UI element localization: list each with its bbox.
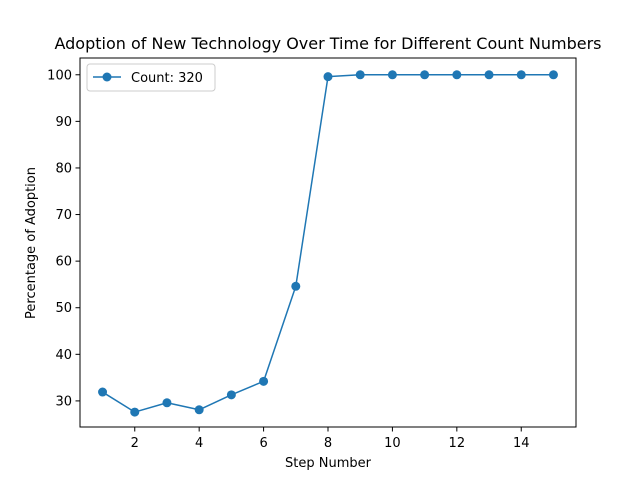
data-point: [484, 70, 494, 80]
x-axis-title: Step Number: [285, 456, 372, 471]
y-tick-label: 50: [55, 301, 72, 316]
x-tick-label: 2: [131, 436, 139, 451]
data-point: [420, 70, 430, 80]
data-point: [323, 72, 333, 82]
chart-title: Adoption of New Technology Over Time for…: [54, 34, 601, 53]
legend: Count: 320: [86, 63, 216, 92]
legend-label: Count: 320: [131, 71, 203, 86]
data-point: [387, 70, 397, 80]
y-tick-label: 40: [55, 348, 72, 363]
data-point: [291, 281, 301, 291]
x-tick-label: 12: [449, 436, 466, 451]
y-tick-label: 90: [55, 115, 72, 130]
data-point: [98, 387, 108, 397]
y-axis: 30 40 50 60 70 80 90 100: [47, 68, 80, 409]
data-point: [194, 405, 204, 415]
x-tick-label: 10: [384, 436, 401, 451]
x-tick-label: 4: [195, 436, 203, 451]
data-point: [355, 70, 365, 80]
x-tick-label: 6: [259, 436, 267, 451]
data-point: [516, 70, 526, 80]
y-tick-label: 30: [55, 394, 72, 409]
x-axis: 2 4 6 8 10 12 14: [131, 427, 530, 451]
data-point: [226, 390, 236, 400]
legend-marker-swatch: [102, 72, 112, 82]
data-point: [259, 376, 269, 386]
series-layer: [98, 70, 558, 417]
legend-box: [86, 63, 216, 92]
data-point: [130, 407, 140, 417]
x-tick-label: 8: [324, 436, 332, 451]
y-tick-label: 100: [47, 68, 72, 83]
y-tick-label: 80: [55, 161, 72, 176]
plot-area: [79, 57, 577, 428]
y-tick-label: 70: [55, 208, 72, 223]
y-tick-label: 60: [55, 255, 72, 270]
x-tick-label: 14: [513, 436, 530, 451]
data-point: [452, 70, 462, 80]
y-axis-title: Percentage of Adoption: [24, 167, 39, 319]
data-point: [548, 70, 558, 80]
data-point: [162, 398, 172, 408]
